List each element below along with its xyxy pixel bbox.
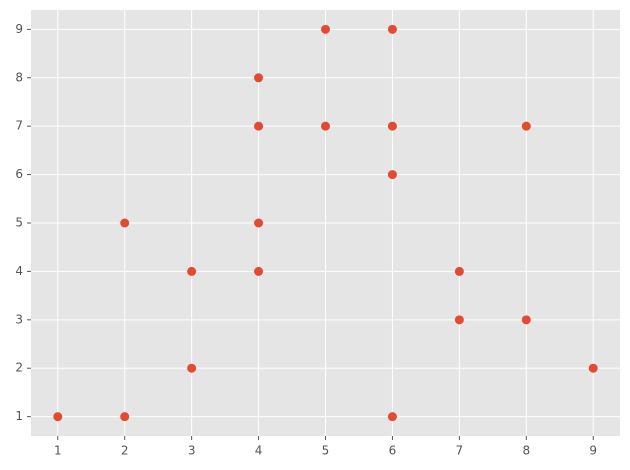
point — [454, 315, 464, 325]
point — [120, 218, 130, 228]
y-tick-label: 1 — [15, 409, 23, 423]
y-tick-label: 7 — [15, 119, 23, 133]
y-tick-label: 5 — [15, 216, 23, 230]
point — [588, 363, 598, 373]
y-tick-label: 4 — [15, 264, 23, 278]
y-tick-label: 9 — [15, 22, 23, 36]
y-tick-label: 6 — [15, 167, 23, 181]
point — [321, 121, 330, 131]
x-tick-label: 1 — [54, 444, 62, 458]
x-tick-label: 7 — [456, 444, 464, 458]
x-tick-label: 6 — [389, 444, 397, 458]
x-tick-label: 8 — [522, 444, 530, 458]
point — [53, 412, 63, 422]
point — [387, 412, 397, 422]
point — [254, 266, 264, 276]
point — [187, 266, 197, 276]
point — [254, 73, 264, 83]
x-tick-label: 9 — [589, 444, 597, 458]
y-tick-label: 2 — [15, 361, 23, 375]
point — [387, 121, 397, 131]
point — [120, 412, 130, 422]
point — [187, 363, 197, 373]
point — [521, 121, 531, 131]
point — [321, 24, 330, 34]
point — [387, 24, 397, 34]
x-tick-label: 4 — [255, 444, 263, 458]
x-tick-label: 2 — [121, 444, 129, 458]
point — [521, 315, 531, 325]
x-tick-label: 5 — [322, 444, 330, 458]
point — [254, 218, 264, 228]
point — [254, 121, 264, 131]
point — [387, 170, 397, 180]
y-tick-label: 3 — [15, 312, 23, 326]
x-tick-label: 3 — [188, 444, 196, 458]
y-tick-label: 8 — [15, 70, 23, 84]
point — [454, 266, 464, 276]
